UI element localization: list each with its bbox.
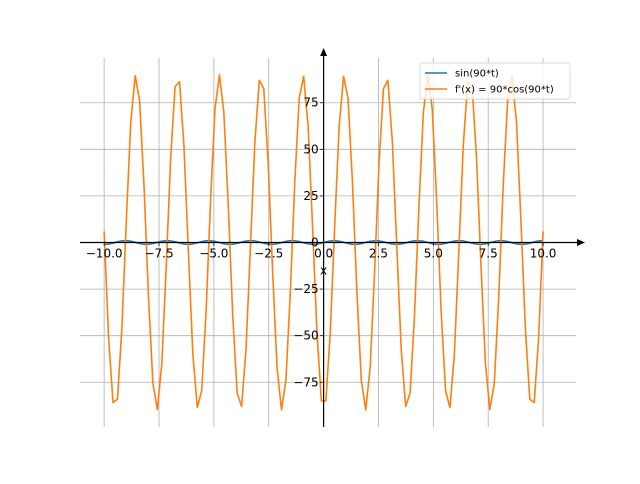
- x-tick-label: 5.0: [424, 247, 443, 261]
- x-tick-label: 10.0: [530, 247, 557, 261]
- x-tick-label: −5.0: [199, 247, 228, 261]
- axes: [80, 48, 585, 427]
- x-axis-label: x: [320, 264, 327, 278]
- legend: sin(90*t) f'(x) = 90*cos(90*t): [419, 62, 571, 100]
- x-tick-label: 0.0: [314, 247, 333, 261]
- legend-label-1: f'(x) = 90*cos(90*t): [455, 85, 554, 96]
- x-tick-label: −2.5: [254, 247, 283, 261]
- x-axis-arrow: [577, 239, 585, 246]
- y-tick-label: −75: [293, 375, 318, 389]
- y-tick-label: 0: [311, 236, 319, 250]
- y-tick-label: −25: [293, 282, 318, 296]
- x-tick-label: −7.5: [144, 247, 173, 261]
- x-tick-label: −10.0: [86, 247, 123, 261]
- x-tick-label: 7.5: [479, 247, 498, 261]
- y-tick-label: 75: [303, 96, 318, 110]
- ticks: −10.0 −7.5 −5.0 −2.5 0.0 2.5 5.0 7.5 10.0 −75 −50 −…: [86, 96, 557, 390]
- x-tick-label: 2.5: [369, 247, 388, 261]
- y-tick-label: 50: [303, 142, 318, 156]
- y-tick-label: −50: [293, 329, 318, 343]
- legend-box: [419, 62, 571, 100]
- y-axis-arrow: [320, 48, 328, 56]
- legend-label-0: sin(90*t): [455, 69, 499, 80]
- y-tick-label: 25: [303, 189, 318, 203]
